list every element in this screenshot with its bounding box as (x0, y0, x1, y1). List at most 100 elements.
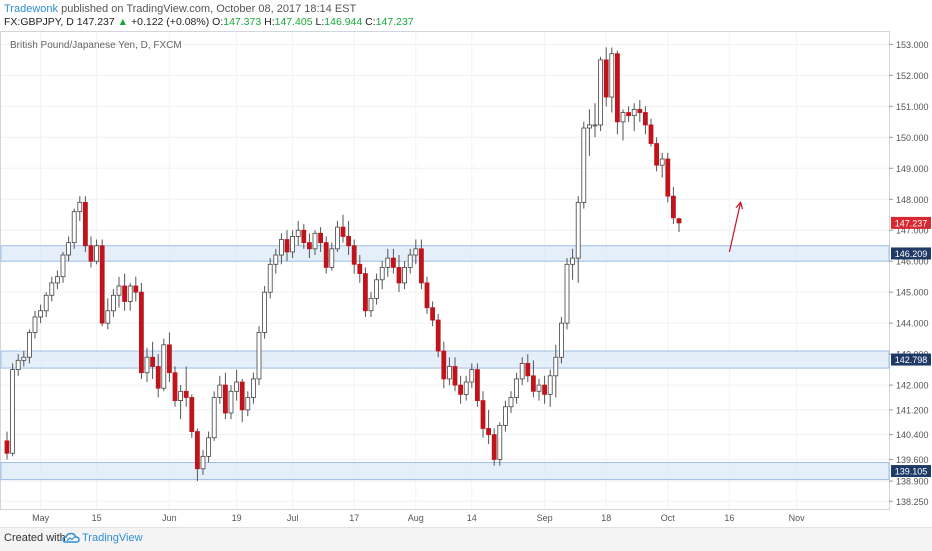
change-value: +0.122 (+0.08%) (130, 16, 210, 28)
candle-body (306, 242, 312, 250)
candle-body (32, 316, 38, 333)
candle-body (390, 257, 396, 268)
candle-body (99, 245, 105, 324)
candle-body (318, 232, 324, 244)
candle-body (127, 285, 133, 302)
time-axis[interactable]: May 15 Jun 19 Jul 17 Aug 14 Sep 18 Oct 16 Nov (32, 513, 805, 523)
candle-body (83, 201, 88, 247)
y-tick-label: 140.400 (896, 430, 929, 440)
created-with: Created with (4, 532, 66, 544)
candle-body (452, 366, 458, 386)
candle-body (491, 434, 497, 460)
candle-body (217, 384, 223, 398)
candle-body (116, 285, 122, 296)
y-tick-label: 141.200 (896, 405, 929, 415)
candle-body (122, 285, 127, 302)
candle-body (379, 267, 385, 281)
symbol-line: FX:GBPJPY, D 147.237 ▲ +0.122 (+0.08%) O… (4, 16, 414, 28)
candle-body (211, 397, 217, 439)
candle-body (598, 59, 603, 126)
y-tick-label: 147.000 (896, 226, 929, 236)
open-label: O: (212, 16, 224, 28)
x-tick-label: 19 (232, 513, 242, 523)
candle-body (60, 254, 66, 278)
candle-body (575, 201, 581, 259)
price-axis[interactable]: 138.250 138.900 139.600 140.400 141.200 142.0… (889, 40, 931, 507)
candle-body (161, 344, 167, 389)
candle-body (446, 366, 452, 380)
candle-body (385, 257, 391, 268)
zone-price-label: 139.105 (895, 467, 928, 477)
x-tick-label: May (32, 513, 50, 523)
candle-body (77, 201, 83, 213)
price-chart[interactable]: 138.250 138.900 139.600 140.400 141.200 142.0… (0, 31, 932, 527)
candle-body (671, 195, 676, 219)
candle-body (26, 332, 32, 358)
candle-body (323, 242, 329, 268)
tradingview-brand[interactable]: TradingView (82, 532, 143, 544)
low-value: 146.944 (324, 16, 363, 28)
candle-body (609, 53, 615, 98)
candle-body (508, 397, 514, 408)
candle-body (547, 375, 553, 395)
candle-body (138, 291, 144, 374)
candle-body (245, 397, 251, 411)
candle-body (189, 397, 195, 432)
candle-body (531, 375, 536, 392)
candle-body (340, 226, 346, 237)
y-tick-label: 151.000 (896, 102, 929, 112)
zone-price-tag (891, 353, 931, 366)
candle-body (172, 372, 178, 401)
low-label: L: (315, 16, 325, 28)
y-tick-label: 149.000 (896, 164, 929, 174)
candle-body (43, 294, 49, 312)
publish-line: Tradewonk published on TradingView.com, … (4, 3, 356, 15)
candle-body (368, 297, 374, 312)
high-label: H: (264, 16, 275, 28)
candle-body (21, 356, 27, 361)
candle-body (66, 242, 71, 256)
candle-body (648, 124, 654, 144)
candle-body (458, 384, 464, 395)
y-tick-label: 146.000 (896, 257, 929, 267)
candle-body (362, 273, 368, 312)
candle-body (430, 307, 436, 321)
candle-body (295, 229, 301, 237)
candle-body (38, 310, 43, 318)
candle-body (351, 245, 357, 265)
last-price: 147.237 (76, 16, 115, 28)
candle-body (407, 254, 413, 268)
zone-price-tag (891, 465, 931, 478)
candle-body (150, 356, 156, 367)
x-tick-label: Jul (287, 513, 299, 523)
last-price-label: 147.237 (895, 218, 928, 228)
candle-body (581, 127, 587, 203)
zone-price-label: 146.209 (895, 249, 928, 259)
change-up-icon: ▲ (117, 16, 129, 28)
arrow-head-icon (735, 201, 744, 210)
candle-body (486, 428, 492, 436)
candle-body (222, 384, 228, 414)
zone-price-tag (891, 247, 931, 260)
y-tick-label: 144.000 (896, 319, 929, 329)
candle-body (374, 279, 380, 299)
candle-body (626, 112, 631, 117)
candle-body (514, 378, 519, 398)
high-value: 147.405 (274, 16, 313, 28)
y-tick-label: 150.000 (896, 133, 929, 143)
candle-body (105, 310, 111, 324)
symbol: FX:GBPJPY, D (4, 16, 74, 28)
candle-body (239, 381, 245, 411)
candle-body (71, 211, 77, 244)
candle-body (418, 248, 424, 284)
y-tick-label: 145.000 (896, 288, 929, 298)
x-tick-label: 18 (601, 513, 611, 523)
candle-body (553, 356, 559, 377)
candle-body (49, 282, 55, 296)
candle-body (413, 248, 419, 256)
candle-body (278, 239, 284, 256)
author-link[interactable]: Tradewonk (4, 3, 59, 15)
footer: Created with TradingView (0, 527, 932, 551)
candle-body (542, 384, 547, 395)
candle-body (469, 369, 475, 383)
